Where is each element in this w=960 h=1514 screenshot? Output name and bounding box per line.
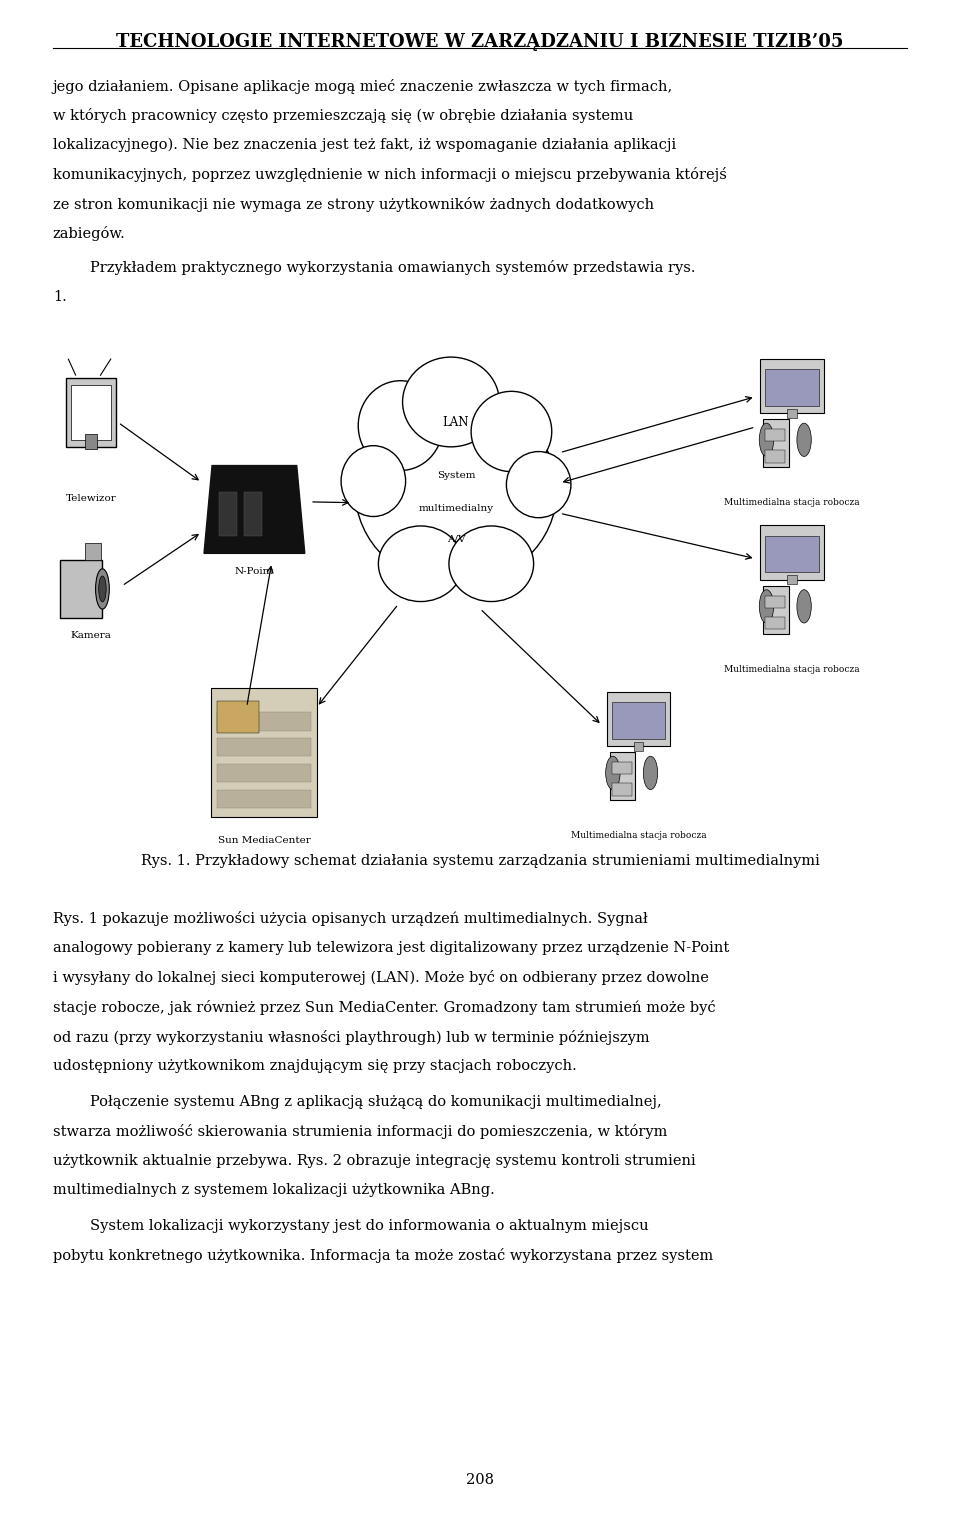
Text: Kamera: Kamera: [71, 631, 111, 640]
FancyBboxPatch shape: [612, 762, 632, 774]
Ellipse shape: [99, 575, 107, 603]
FancyBboxPatch shape: [765, 428, 785, 441]
Text: 208: 208: [466, 1473, 494, 1487]
Ellipse shape: [341, 445, 406, 516]
Text: System lokalizacji wykorzystany jest do informowania o aktualnym miejscu: System lokalizacji wykorzystany jest do …: [53, 1219, 648, 1232]
FancyBboxPatch shape: [84, 544, 101, 560]
Ellipse shape: [759, 422, 774, 456]
Text: lokalizacyjnego). Nie bez znaczenia jest też fakt, iż wspomaganie działania apli: lokalizacyjnego). Nie bez znaczenia jest…: [53, 138, 676, 153]
FancyBboxPatch shape: [765, 369, 819, 406]
Text: Telewizor: Telewizor: [66, 494, 116, 503]
Text: Połączenie systemu ABng z aplikacją służącą do komunikacji multimedialnej,: Połączenie systemu ABng z aplikacją służ…: [53, 1095, 661, 1108]
Ellipse shape: [797, 422, 811, 456]
Text: multimedialny: multimedialny: [419, 504, 493, 513]
Ellipse shape: [378, 525, 463, 601]
Ellipse shape: [797, 589, 811, 622]
FancyBboxPatch shape: [765, 450, 785, 462]
FancyBboxPatch shape: [217, 701, 259, 733]
FancyBboxPatch shape: [60, 560, 103, 618]
FancyBboxPatch shape: [787, 575, 797, 584]
FancyBboxPatch shape: [85, 433, 97, 448]
Text: multimedialnych z systemem lokalizacji użytkownika ABng.: multimedialnych z systemem lokalizacji u…: [53, 1182, 494, 1198]
FancyBboxPatch shape: [607, 692, 670, 746]
Text: w których pracownicy często przemieszczają się (w obrębie działania systemu: w których pracownicy często przemieszcza…: [53, 109, 633, 123]
Text: Rys. 1 pokazuje możliwości użycia opisanych urządzeń multimedialnych. Sygnał: Rys. 1 pokazuje możliwości użycia opisan…: [53, 911, 648, 927]
Text: Rys. 1. Przykładowy schemat działania systemu zarządzania strumieniami multimedi: Rys. 1. Przykładowy schemat działania sy…: [140, 854, 820, 868]
FancyBboxPatch shape: [217, 737, 311, 755]
Text: LAN: LAN: [443, 416, 469, 428]
FancyBboxPatch shape: [66, 377, 116, 447]
FancyBboxPatch shape: [612, 702, 665, 739]
Ellipse shape: [643, 755, 658, 789]
FancyBboxPatch shape: [760, 525, 824, 580]
FancyBboxPatch shape: [71, 385, 111, 441]
Text: jego działaniem. Opisane aplikacje mogą mieć znaczenie zwłaszcza w tych firmach,: jego działaniem. Opisane aplikacje mogą …: [53, 79, 673, 94]
Ellipse shape: [507, 451, 571, 518]
FancyBboxPatch shape: [217, 789, 311, 807]
Text: i wysyłany do lokalnej sieci komputerowej (LAN). Może być on odbierany przez dow: i wysyłany do lokalnej sieci komputerowe…: [53, 970, 708, 986]
Ellipse shape: [449, 525, 534, 601]
Text: stwarza możliwość skierowania strumienia informacji do pomieszczenia, w którym: stwarza możliwość skierowania strumienia…: [53, 1123, 667, 1139]
Ellipse shape: [355, 397, 557, 584]
FancyBboxPatch shape: [610, 752, 636, 799]
Text: Multimedialna stacja robocza: Multimedialna stacja robocza: [570, 831, 707, 840]
FancyBboxPatch shape: [787, 409, 797, 418]
Ellipse shape: [358, 380, 443, 471]
FancyBboxPatch shape: [634, 742, 643, 751]
FancyBboxPatch shape: [760, 359, 824, 413]
Text: ze stron komunikacji nie wymaga ze strony użytkowników żadnych dodatkowych: ze stron komunikacji nie wymaga ze stron…: [53, 197, 654, 212]
Text: Multimedialna stacja robocza: Multimedialna stacja robocza: [724, 665, 860, 674]
Text: 1.: 1.: [53, 289, 66, 304]
Ellipse shape: [402, 357, 499, 447]
FancyBboxPatch shape: [244, 492, 262, 536]
Text: Multimedialna stacja robocza: Multimedialna stacja robocza: [724, 498, 860, 507]
Text: od razu (przy wykorzystaniu własności playthrough) lub w terminie późniejszym: od razu (przy wykorzystaniu własności pl…: [53, 1030, 649, 1045]
Text: użytkownik aktualnie przebywa. Rys. 2 obrazuje integrację systemu kontroli strum: użytkownik aktualnie przebywa. Rys. 2 ob…: [53, 1154, 696, 1167]
FancyBboxPatch shape: [763, 419, 789, 466]
Text: Przykładem praktycznego wykorzystania omawianych systemów przedstawia rys.: Przykładem praktycznego wykorzystania om…: [53, 260, 695, 276]
Text: A/V: A/V: [446, 534, 466, 544]
Text: N-Point: N-Point: [234, 566, 275, 575]
FancyBboxPatch shape: [765, 616, 785, 628]
Ellipse shape: [471, 391, 552, 472]
FancyBboxPatch shape: [765, 595, 785, 607]
FancyBboxPatch shape: [217, 763, 311, 781]
Polygon shape: [204, 465, 305, 553]
FancyBboxPatch shape: [763, 586, 789, 633]
Text: pobytu konkretnego użytkownika. Informacja ta może zostać wykorzystana przez sys: pobytu konkretnego użytkownika. Informac…: [53, 1248, 713, 1263]
Text: zabiegów.: zabiegów.: [53, 226, 126, 241]
FancyBboxPatch shape: [217, 712, 311, 730]
Ellipse shape: [759, 589, 774, 622]
FancyBboxPatch shape: [612, 783, 632, 795]
Text: System: System: [437, 471, 475, 480]
Text: stacje robocze, jak również przez Sun MediaCenter. Gromadzony tam strumień może : stacje robocze, jak również przez Sun Me…: [53, 999, 715, 1014]
FancyBboxPatch shape: [211, 687, 317, 816]
Text: TECHNOLOGIE INTERNETOWE W ZARZĄDZANIU I BIZNESIE TIZIB’05: TECHNOLOGIE INTERNETOWE W ZARZĄDZANIU I …: [116, 33, 844, 51]
Text: udostępniony użytkownikom znajdującym się przy stacjach roboczych.: udostępniony użytkownikom znajdującym si…: [53, 1058, 577, 1073]
Ellipse shape: [96, 569, 109, 609]
FancyBboxPatch shape: [219, 492, 237, 536]
Ellipse shape: [606, 755, 620, 789]
Text: analogowy pobierany z kamery lub telewizora jest digitalizowany przez urządzenie: analogowy pobierany z kamery lub telewiz…: [53, 940, 729, 955]
Text: komunikacyjnych, poprzez uwzględnienie w nich informacji o miejscu przebywania k: komunikacyjnych, poprzez uwzględnienie w…: [53, 167, 727, 182]
Text: Sun MediaCenter: Sun MediaCenter: [218, 836, 310, 845]
FancyBboxPatch shape: [765, 536, 819, 572]
